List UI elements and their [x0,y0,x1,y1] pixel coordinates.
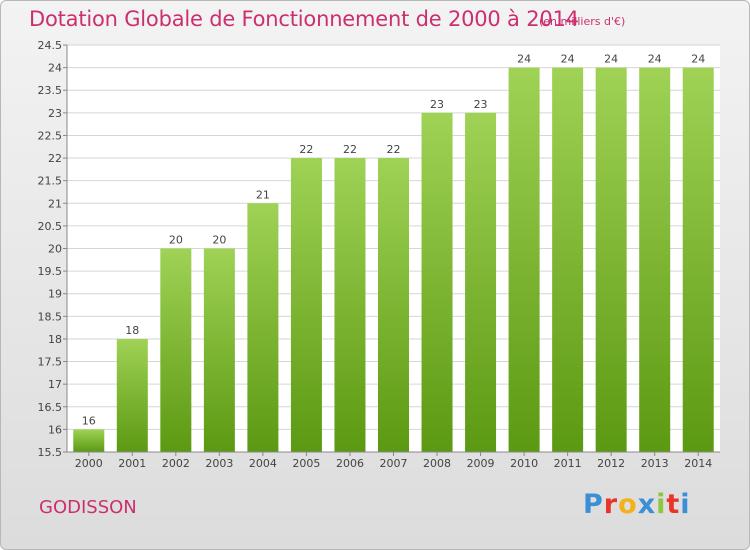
x-tick-label-2005: 2005 [292,457,320,470]
data-label-2009: 23 [474,98,488,111]
x-tick-label-2003: 2003 [205,457,233,470]
y-tick-label: 16.5 [38,401,63,414]
proxiti-logo: Proxiti [583,489,691,520]
x-tick-label-2014: 2014 [684,457,712,470]
y-tick-label: 17.5 [38,356,63,369]
y-tick-label: 21 [48,197,62,210]
x-tick-label-2010: 2010 [510,457,538,470]
bar-2002 [160,248,192,452]
x-tick-label-2013: 2013 [641,457,669,470]
data-label-2004: 21 [256,188,270,201]
data-label-2014: 24 [691,53,705,66]
bar-2008 [421,112,453,452]
y-tick-label: 20.5 [38,220,63,233]
bar-2005 [290,158,322,453]
y-tick-label: 16 [48,423,62,436]
data-label-2007: 22 [387,143,401,156]
bar-2000 [73,429,105,452]
x-tick-label-2009: 2009 [467,457,495,470]
x-tick-label-2006: 2006 [336,457,364,470]
bar-2007 [378,158,409,453]
bar-2012 [595,67,627,452]
y-tick-label: 18 [48,333,62,346]
y-tick-label: 23 [48,107,62,120]
bar-2006 [334,158,366,453]
x-axis: 2000 2001 2002 2003 2004 2005 2006 2007 2008 2009… [67,451,720,470]
logo-letter: i [656,489,667,520]
bar-2011 [552,67,584,452]
y-tick-label: 20 [48,243,62,256]
logo-letter: o [618,489,638,520]
data-label-2006: 22 [343,143,357,156]
y-tick-label: 23.5 [38,84,63,97]
data-label-2003: 20 [212,234,226,247]
data-label-2000: 16 [82,414,96,427]
bar-2004 [247,203,279,452]
chart-title: Dotation Globale de Fonctionnement de 20… [29,7,579,31]
data-labels: 16 18 20 20 21 22 22 22 23 23 24 24 24 24 24 [82,53,705,428]
data-label-2008: 23 [430,98,444,111]
x-tick-label-2002: 2002 [162,457,190,470]
y-tick-label: 24 [48,62,62,75]
bar-2013 [639,67,671,452]
bar-2014 [682,67,714,452]
y-tick-label: 17 [48,378,62,391]
logo-letter: r [603,489,619,520]
x-tick-label-2012: 2012 [597,457,625,470]
x-tick-label-2001: 2001 [118,457,146,470]
logo-letter: t [666,489,681,520]
data-label-2005: 22 [299,143,313,156]
chart-unit: (en milliers d'€) [539,15,626,28]
data-label-2001: 18 [125,324,139,337]
logo-letter: i [680,489,691,520]
data-label-2002: 20 [169,234,183,247]
y-tick-label: 21.5 [38,175,63,188]
y-tick-label: 24.5 [38,39,63,52]
y-tick-label: 15.5 [38,446,63,459]
bar-2010 [508,67,540,452]
y-tick-label: 19.5 [38,265,63,278]
y-tick-label: 22.5 [38,129,63,142]
bar-2003 [203,248,235,452]
data-label-2011: 24 [561,53,575,66]
data-label-2013: 24 [648,53,662,66]
y-tick-label: 22 [48,152,62,165]
data-label-2012: 24 [604,53,618,66]
x-tick-label-2004: 2004 [249,457,277,470]
logo-letter: P [583,489,604,520]
logo-letter: x [637,489,657,520]
bar-2001 [116,338,148,452]
x-tick-label-2008: 2008 [423,457,451,470]
bars [73,67,714,453]
bar-2009 [465,112,497,452]
x-tick-label-2011: 2011 [554,457,582,470]
y-tick-label: 18.5 [38,310,63,323]
data-label-2010: 24 [517,53,531,66]
y-tick-label: 19 [48,288,62,301]
x-tick-label-2000: 2000 [75,457,103,470]
y-axis: 15.5 16 16.5 17 17.5 18 18.5 19 19.5 20 20.5 21 21.5… [38,39,68,459]
commune-name: GODISSON [39,497,137,518]
x-tick-label-2007: 2007 [380,457,408,470]
